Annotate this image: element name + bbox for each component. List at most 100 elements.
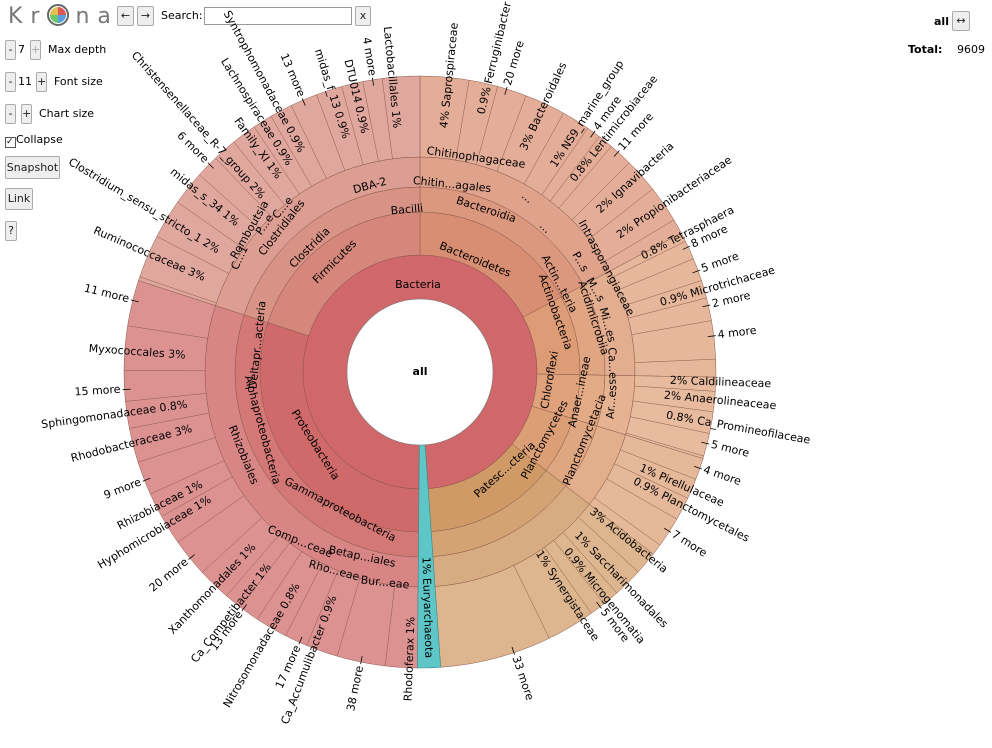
label-tick [207,162,214,169]
wedge-label: 0.9% Planctomycetales [631,475,752,545]
wedge-label: Ca_Accumulibacter 0.9% [278,594,339,727]
wedge [259,322,420,533]
wedge-label: C...e [270,194,296,222]
label-tick [664,527,672,533]
label-tick [692,269,701,274]
label-tick [241,604,248,612]
wedge-label: Bacteroidetes [437,239,513,280]
wedge-border [253,126,300,195]
label-tick [682,245,691,250]
wedge-label: Alphaproteobacteria [242,374,284,486]
expand-button[interactable]: ↔ [952,11,970,31]
wedge-label: Betap...iales [327,543,397,570]
wedge-border [496,95,527,172]
wedge-border [578,517,639,573]
label-tick [142,477,151,482]
wedge-border [476,86,498,165]
link-button[interactable]: Link [5,188,33,210]
help-button[interactable]: ? [5,221,17,241]
wedge-label: 0.8% Lentimicrobiaceae [567,72,660,184]
wedge [417,444,441,669]
label-tick [707,335,716,338]
wedge-border [233,141,285,206]
wedge-border [633,400,714,413]
wedge [215,156,421,316]
wedge-label: Ca_Competibacter 1% [188,561,274,666]
wedge-border [594,497,661,546]
wedge [596,374,636,436]
wedge-label: Actin...teria [539,253,580,315]
wedge-label: midas_f_13 0.9% [312,47,353,140]
wedge-label: Nitrosomonadaceae 0.8% [221,581,303,710]
wedge-border [604,219,675,262]
total-value: 9609 [957,43,985,56]
wedge-label: 2% Ignavibacteria [594,140,677,216]
search-label: Search: [161,9,203,22]
logo: Kr na [8,4,119,29]
wedge-border [270,116,312,187]
wedge-label: DTU014 0.9% [341,58,371,135]
wedge-label: 8 more [689,222,730,250]
wedge-label: Rhizobiaceae 1% [115,478,205,533]
wedge [609,232,717,378]
wedge-border [139,276,217,304]
back-button[interactable]: ← [117,6,134,26]
wedge-border [571,162,630,221]
clear-button[interactable]: x [355,6,371,26]
wedge-label: 1% Pirellulaceae [638,461,727,509]
wedge-label: Clostridium_sensu_stricto_1 2% [66,155,222,256]
wedge-label: 15 more [74,383,121,399]
wedge-label: 0.9% Microtrichaceae [658,263,776,308]
minus-button[interactable]: - [5,40,16,60]
wedge-border [634,358,716,363]
wedge [419,75,682,272]
label-tick [694,466,702,470]
label-tick [130,299,139,303]
wedge-label: Acidimicrobiia [575,279,611,356]
minus-button[interactable]: - [5,72,16,92]
wedge [625,375,717,459]
wedge-border [588,188,653,240]
wedge-label: Bur...eae [360,573,410,591]
label-tick [701,441,710,445]
root-wedge [302,254,538,490]
minus-button[interactable]: - [5,104,16,124]
wedge-label: Gammaproteobacteria [282,475,398,545]
wedge-label: Christensenellaceae_R-7_group 2% [129,49,268,201]
wedge [432,485,590,587]
wedge-border [306,570,338,646]
wedge-border [634,385,716,392]
wedge-label: 6 more [174,129,211,166]
collapse-checkbox[interactable]: ✓ Collapse [5,133,63,148]
wedge [531,373,581,420]
label-tick [596,601,602,609]
wedge-label: Chitinophagaceae [426,144,527,171]
logo-text: Kr [8,4,48,29]
wedge-label: Planctomycetes [518,398,571,481]
search-input[interactable] [204,7,352,25]
wedge-border [541,127,588,195]
wedge-label: Patesc...cteria [471,439,537,501]
label-tick [371,77,375,86]
wedge-label: Myxococcales 3% [88,342,186,362]
snapshot-button[interactable]: Snapshot [5,156,60,179]
plus-button[interactable]: + [30,40,41,60]
wedge-border [455,80,470,161]
wedge [427,443,547,532]
wedge [589,434,704,555]
logo-text: na [75,4,119,29]
plus-button[interactable]: + [21,104,32,124]
selected-node: all [934,15,949,28]
max-depth-value[interactable]: 7 [18,43,25,56]
font-size-value[interactable]: 11 [18,75,32,88]
wedge-label: Rhizobiales [226,423,262,486]
wedge [419,156,611,286]
forward-button[interactable]: → [137,6,154,26]
wedge-label: 0.9% Ferruginibacter [475,0,514,116]
wedge-label: C...1 [228,244,250,272]
plus-button[interactable]: + [36,72,47,92]
wedge-border [626,432,704,457]
wedge-label: 13 more [278,51,308,99]
wedge-label: 9 more [102,475,143,501]
